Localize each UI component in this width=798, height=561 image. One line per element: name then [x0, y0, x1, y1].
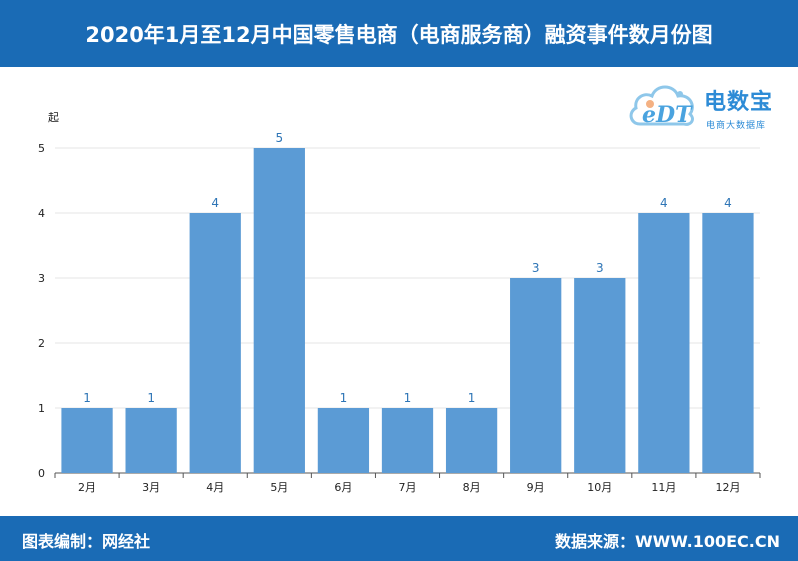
bar — [702, 213, 754, 473]
data-label: 4 — [660, 196, 668, 210]
edt-logo-icon: eDT — [629, 85, 694, 128]
data-label: 1 — [147, 391, 155, 405]
chart-title-banner: 2020年1月至12月中国零售电商（电商服务商）融资事件数月份图 — [0, 0, 798, 67]
logo-mark: eDT — [642, 102, 693, 128]
x-tick-label: 10月 — [587, 481, 612, 494]
data-label: 3 — [532, 261, 540, 275]
x-tick-label: 8月 — [463, 481, 481, 494]
logo-subtitle: 电商大数据库 — [706, 121, 767, 131]
bar — [510, 278, 562, 473]
y-tick-label: 2 — [38, 337, 45, 350]
data-label: 1 — [468, 391, 476, 405]
y-tick-label: 1 — [38, 402, 45, 415]
y-tick-label: 0 — [38, 467, 45, 480]
bar — [189, 213, 241, 473]
bar — [381, 408, 434, 473]
bar — [253, 148, 305, 473]
logo-title: 电数宝 — [704, 90, 774, 115]
bar — [317, 408, 370, 473]
x-tick-label: 12月 — [715, 481, 740, 494]
bar-chart: 01234512月13月44月55月16月17月18月39月310月411月41… — [38, 131, 761, 494]
x-tick-label: 4月 — [206, 481, 224, 494]
y-tick-label: 3 — [38, 272, 45, 285]
data-label: 5 — [275, 131, 283, 145]
footer-bar: 图表编制：网经社 数据来源：WWW.100EC.CN — [0, 516, 798, 561]
bar — [125, 408, 177, 473]
bar — [445, 408, 498, 473]
bar — [574, 278, 626, 473]
footer-data-source: 数据来源：WWW.100EC.CN — [554, 532, 780, 551]
bar — [638, 213, 690, 473]
y-axis-unit: 起 — [48, 111, 59, 124]
y-tick-label: 5 — [38, 142, 45, 155]
bar — [61, 408, 113, 473]
data-label: 1 — [404, 391, 412, 405]
y-tick-label: 4 — [38, 207, 45, 220]
footer-source-editor: 图表编制：网经社 — [22, 532, 151, 551]
x-tick-label: 3月 — [142, 481, 160, 494]
data-label: 1 — [340, 391, 348, 405]
x-tick-label: 5月 — [270, 481, 288, 494]
x-tick-label: 7月 — [399, 481, 417, 494]
x-tick-label: 11月 — [651, 481, 676, 494]
x-tick-label: 9月 — [527, 481, 545, 494]
data-label: 1 — [83, 391, 91, 405]
data-label: 3 — [596, 261, 604, 275]
x-tick-label: 6月 — [334, 481, 352, 494]
data-label: 4 — [724, 196, 732, 210]
x-tick-label: 2月 — [78, 481, 96, 494]
chart-title: 2020年1月至12月中国零售电商（电商服务商）融资事件数月份图 — [85, 22, 713, 47]
data-label: 4 — [211, 196, 219, 210]
